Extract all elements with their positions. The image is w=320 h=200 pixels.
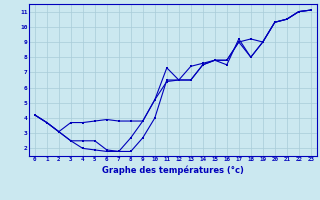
- X-axis label: Graphe des températures (°c): Graphe des températures (°c): [102, 165, 244, 175]
